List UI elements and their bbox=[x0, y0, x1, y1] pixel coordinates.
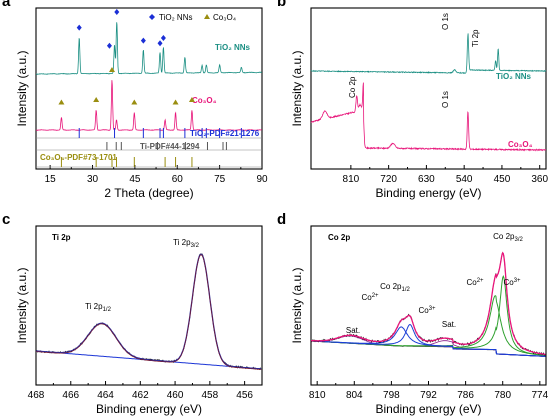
panel-c-y-axis-label: Intensity (a.u.) bbox=[15, 267, 29, 343]
panel-d-component-label: Co2+ bbox=[361, 293, 379, 302]
panel-d-x-tick-label: 804 bbox=[346, 390, 363, 401]
panel-d-peak-label: Co 2p3/2 bbox=[493, 232, 523, 243]
panel-a-triangle-marker bbox=[131, 99, 138, 105]
panel-c-fit-line bbox=[35, 253, 262, 370]
panel-b-x-axis-label: Binding energy (eV) bbox=[375, 186, 481, 200]
panel-b-x-tick-label: 720 bbox=[380, 174, 397, 185]
panel-d-component-label: Co3+ bbox=[418, 306, 436, 315]
panel-a-x-tick-label: 90 bbox=[256, 174, 268, 185]
panel-d-co3-component bbox=[310, 323, 546, 357]
panel-d-component-label: Co3+ bbox=[503, 278, 521, 287]
panel-d-co3-component bbox=[311, 275, 546, 356]
panel-a-series-line bbox=[35, 80, 262, 131]
panel-a-triangle-marker bbox=[108, 67, 115, 72]
panel-a-x-tick-label: 45 bbox=[129, 174, 141, 185]
panel-a-x-axis-label: 2 Theta (degree) bbox=[104, 186, 193, 200]
panel-d-panel-label: d bbox=[277, 211, 286, 228]
panel-a-reference-label: Ti-PDF#44-1294 bbox=[140, 142, 200, 151]
panel-a-series-line bbox=[36, 22, 262, 75]
panel-a-diamond-marker bbox=[160, 34, 166, 41]
panel-b-peak-annotation: Ti 2p bbox=[471, 29, 480, 47]
panel-c-x-tick-label: 458 bbox=[202, 390, 219, 401]
panel-b-series-line bbox=[310, 82, 546, 152]
panel-d-x-tick-label: 786 bbox=[457, 390, 474, 401]
panel-a: 15 30 45 60 75 90 2 Theta (degree) Intensity (a… bbox=[2, 0, 268, 200]
panel-d-envelope-line bbox=[310, 251, 546, 356]
panel-c-x-tick-label: 464 bbox=[97, 390, 114, 401]
panel-a-reference-label: Co₃O₄-PDF#73-1701 bbox=[40, 153, 117, 162]
panel-d-component-label: Sat. bbox=[442, 320, 456, 329]
panel-c-peak-label: Ti 2p3/2 bbox=[173, 238, 200, 249]
panel-a-series-label: Co₃O₄ bbox=[192, 96, 217, 105]
panel-d-y-axis-label: Intensity (a.u.) bbox=[290, 267, 304, 343]
panel-c: 468 466 464 462 460 458 456 Binding energy (eV)… bbox=[2, 211, 263, 416]
panel-a-triangle-marker bbox=[188, 97, 195, 102]
panel-a-series-label: TiO₂ NNs bbox=[215, 43, 251, 52]
panel-a-legend-label: TiO₂ NNs bbox=[159, 13, 192, 22]
panel-b-series-label: Co₃O₄ bbox=[508, 140, 533, 149]
panel-b-x-tick-label: 360 bbox=[531, 174, 548, 185]
panel-b: 810 720 630 540 450 360 Binding energy (eV) Int… bbox=[277, 0, 548, 200]
panel-a-x-tick-label: 60 bbox=[172, 174, 184, 185]
panel-b-x-tick-label: 630 bbox=[418, 174, 435, 185]
panel-d: 810 804 798 792 786 780 774 Binding energy (eV)… bbox=[277, 211, 549, 416]
panel-a-diamond-marker bbox=[157, 40, 163, 47]
panel-d-x-tick-label: 780 bbox=[494, 390, 511, 401]
panel-c-x-tick-label: 460 bbox=[167, 390, 184, 401]
panel-b-peak-annotation: O 1s bbox=[441, 13, 450, 30]
panel-c-x-tick-label: 466 bbox=[62, 390, 79, 401]
panel-b-peak-annotation: Co 2p bbox=[348, 76, 357, 98]
panel-a-x-tick-label: 75 bbox=[214, 174, 226, 185]
panel-a-diamond-marker bbox=[140, 37, 146, 44]
panel-b-x-tick-label: 810 bbox=[343, 174, 360, 185]
panel-b-plot-frame bbox=[310, 7, 547, 170]
panel-a-legend-label: Co₃O₄ bbox=[213, 13, 236, 22]
panel-d-x-tick-label: 798 bbox=[383, 390, 400, 401]
panel-c-x-axis-label: Binding energy (eV) bbox=[96, 402, 202, 416]
panel-b-x-tick-label: 450 bbox=[494, 174, 511, 185]
panel-b-series-label: TiO₂ NNs bbox=[496, 72, 532, 81]
panel-c-peak-label: Ti 2p1/2 bbox=[85, 302, 112, 313]
panel-a-legend-triangle bbox=[204, 14, 210, 19]
panel-a-triangle-marker bbox=[172, 99, 179, 105]
panel-b-x-tick-label: 540 bbox=[456, 174, 473, 185]
panel-a-triangle-marker bbox=[93, 97, 100, 102]
panel-d-x-tick-label: 774 bbox=[531, 390, 548, 401]
panel-b-peak-annotation: O 1s bbox=[441, 91, 450, 108]
panel-a-diamond-marker bbox=[114, 8, 120, 15]
panel-d-title: Co 2p bbox=[328, 233, 350, 242]
panel-d-raw-data-line bbox=[310, 252, 546, 356]
panel-c-x-tick-label: 468 bbox=[28, 390, 45, 401]
panel-c-envelope-line bbox=[35, 254, 262, 370]
panel-c-panel-label: c bbox=[2, 211, 10, 228]
panel-b-panel-label: b bbox=[277, 0, 286, 10]
panel-a-diamond-marker bbox=[106, 42, 112, 49]
panel-d-x-tick-label: 810 bbox=[309, 390, 326, 401]
panel-a-x-tick-label: 15 bbox=[45, 174, 57, 185]
panel-a-y-axis-label: Intensity (a.u.) bbox=[15, 50, 29, 126]
panel-d-x-axis-label: Binding energy (eV) bbox=[375, 402, 481, 416]
panel-a-diamond-marker bbox=[76, 24, 82, 31]
panel-c-x-tick-label: 462 bbox=[132, 390, 149, 401]
panel-b-series-line bbox=[310, 33, 547, 75]
panel-c-plot-frame bbox=[35, 225, 263, 386]
panel-d-peak-label: Co 2p1/2 bbox=[380, 282, 410, 293]
panel-d-component-label: Sat. bbox=[346, 326, 360, 335]
panel-d-component-label: Co2+ bbox=[466, 278, 484, 287]
panel-a-panel-label: a bbox=[2, 0, 11, 10]
panel-c-title: Ti 2p bbox=[52, 233, 71, 242]
panel-b-y-axis-label: Intensity (a.u.) bbox=[290, 50, 304, 126]
panel-c-x-tick-label: 456 bbox=[236, 390, 253, 401]
panel-a-x-tick-label: 30 bbox=[87, 174, 99, 185]
panel-a-legend-diamond bbox=[149, 14, 155, 20]
panel-a-plot-frame bbox=[35, 7, 263, 170]
panel-d-x-tick-label: 792 bbox=[420, 390, 437, 401]
panel-a-triangle-marker bbox=[58, 99, 65, 105]
panel-a-reference-label: TiO₂-PDF#21-1276 bbox=[190, 129, 260, 138]
